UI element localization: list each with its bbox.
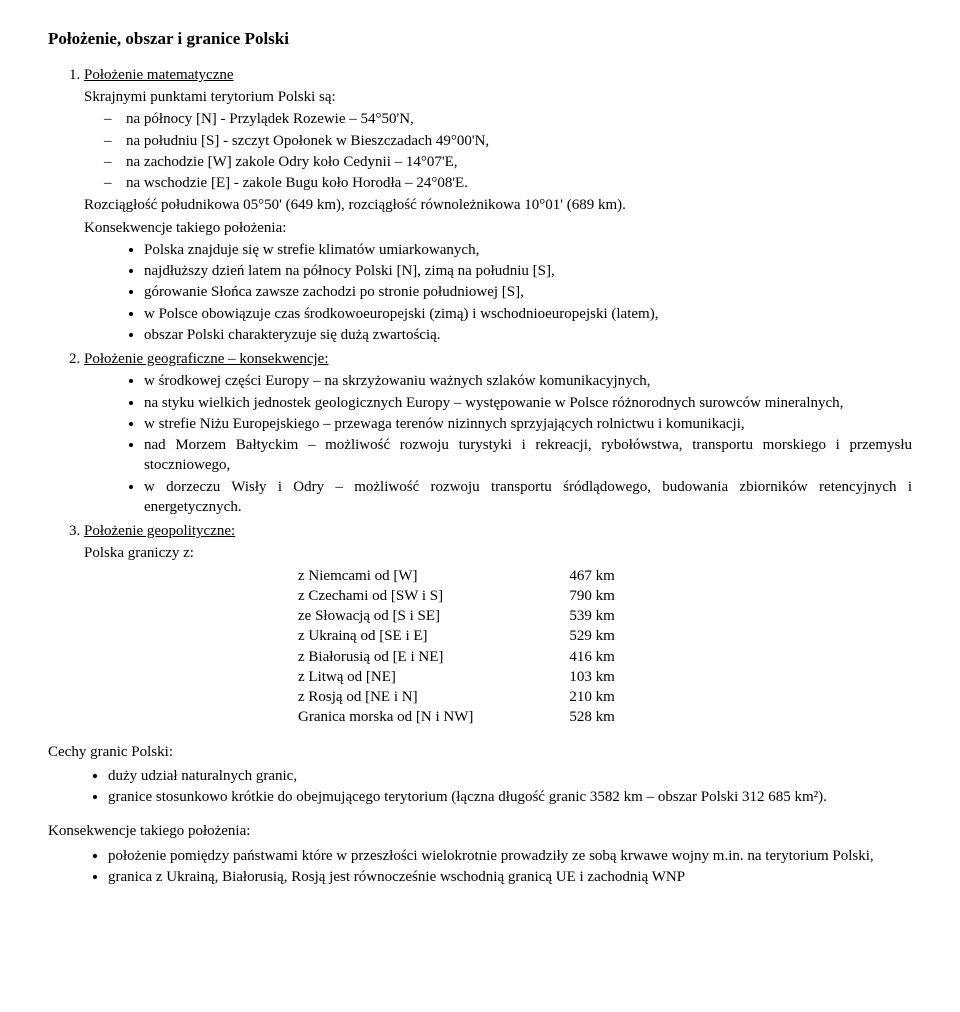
bullet-item: górowanie Słońca zawsze zachodzi po stro… xyxy=(144,282,912,302)
bullet-item: duży udział naturalnych granic, xyxy=(108,766,912,786)
border-length: 529 km xyxy=(477,626,618,646)
table-row: z Białorusią od [E i NE]416 km xyxy=(294,647,619,667)
border-name: z Białorusią od [E i NE] xyxy=(294,647,477,667)
list-item-1: Położenie matematyczne Skrajnymi punktam… xyxy=(84,65,912,345)
bullet-item: na styku wielkich jednostek geologicznyc… xyxy=(144,393,912,413)
border-length: 210 km xyxy=(477,687,618,707)
item1-heading: Położenie matematyczne xyxy=(84,67,234,83)
list-item-2: Położenie geograficzne – konsekwencje: w… xyxy=(84,349,912,517)
border-length: 103 km xyxy=(477,667,618,687)
border-name: z Niemcami od [W] xyxy=(294,566,477,586)
dash-item: na zachodzie [W] zakole Odry koło Cedyni… xyxy=(126,152,912,172)
item1-rozciag: Rozciągłość południkowa 05°50' (649 km),… xyxy=(84,195,912,215)
border-name: ze Słowacją od [S i SE] xyxy=(294,606,477,626)
page-title: Położenie, obszar i granice Polski xyxy=(48,28,912,51)
bullet-item: nad Morzem Bałtyckim – możliwość rozwoju… xyxy=(144,435,912,476)
item3-heading: Położenie geopolityczne: xyxy=(84,523,235,539)
border-length: 528 km xyxy=(477,707,618,727)
bullet-item: granica z Ukrainą, Białorusią, Rosją jes… xyxy=(108,867,912,887)
table-row: z Ukrainą od [SE i E]529 km xyxy=(294,626,619,646)
main-list: Położenie matematyczne Skrajnymi punktam… xyxy=(48,65,912,728)
item1-intro: Skrajnymi punktami terytorium Polski są: xyxy=(84,87,912,107)
border-name: z Rosją od [NE i N] xyxy=(294,687,477,707)
item1-konsek-label: Konsekwencje takiego położenia: xyxy=(84,218,912,238)
item1-points: na północy [N] - Przylądek Rozewie – 54°… xyxy=(84,109,912,193)
bullet-item: obszar Polski charakteryzuje się dużą zw… xyxy=(144,325,912,345)
item3-intro: Polska graniczy z: xyxy=(84,543,912,563)
border-length: 467 km xyxy=(477,566,618,586)
bullet-item: w dorzeczu Wisły i Odry – możliwość rozw… xyxy=(144,477,912,518)
bullet-item: położenie pomiędzy państwami które w prz… xyxy=(108,846,912,866)
bullet-item: w środkowej części Europy – na skrzyżowa… xyxy=(144,371,912,391)
border-length: 416 km xyxy=(477,647,618,667)
cechy-heading: Cechy granic Polski: xyxy=(48,742,912,762)
bullet-item: w strefie Niżu Europejskiego – przewaga … xyxy=(144,414,912,434)
list-item-3: Położenie geopolityczne: Polska graniczy… xyxy=(84,521,912,728)
table-row: z Rosją od [NE i N]210 km xyxy=(294,687,619,707)
table-row: Granica morska od [N i NW]528 km xyxy=(294,707,619,727)
table-row: ze Słowacją od [S i SE]539 km xyxy=(294,606,619,626)
border-name: Granica morska od [N i NW] xyxy=(294,707,477,727)
border-length: 790 km xyxy=(477,586,618,606)
dash-item: na południu [S] - szczyt Opołonek w Bies… xyxy=(126,131,912,151)
item2-bullets: w środkowej części Europy – na skrzyżowa… xyxy=(84,371,912,517)
table-row: z Litwą od [NE]103 km xyxy=(294,667,619,687)
border-length: 539 km xyxy=(477,606,618,626)
item2-heading: Położenie geograficzne – konsekwencje: xyxy=(84,351,328,367)
bullet-item: najdłuższy dzień latem na północy Polski… xyxy=(144,261,912,281)
konsek2-bullets: położenie pomiędzy państwami które w prz… xyxy=(48,846,912,888)
bullet-item: w Polsce obowiązuje czas środkowoeuropej… xyxy=(144,304,912,324)
konsek2-heading: Konsekwencje takiego położenia: xyxy=(48,821,912,841)
dash-item: na wschodzie [E] - zakole Bugu koło Horo… xyxy=(126,173,912,193)
item1-konsek-list: Polska znajduje się w strefie klimatów u… xyxy=(84,240,912,345)
bullet-item: Polska znajduje się w strefie klimatów u… xyxy=(144,240,912,260)
bullet-item: granice stosunkowo krótkie do obejmujące… xyxy=(108,787,912,807)
border-name: z Ukrainą od [SE i E] xyxy=(294,626,477,646)
table-row: z Czechami od [SW i S]790 km xyxy=(294,586,619,606)
cechy-bullets: duży udział naturalnych granic, granice … xyxy=(48,766,912,808)
border-name: z Czechami od [SW i S] xyxy=(294,586,477,606)
borders-table: z Niemcami od [W]467 km z Czechami od [S… xyxy=(294,566,619,728)
table-row: z Niemcami od [W]467 km xyxy=(294,566,619,586)
dash-item: na północy [N] - Przylądek Rozewie – 54°… xyxy=(126,109,912,129)
border-name: z Litwą od [NE] xyxy=(294,667,477,687)
